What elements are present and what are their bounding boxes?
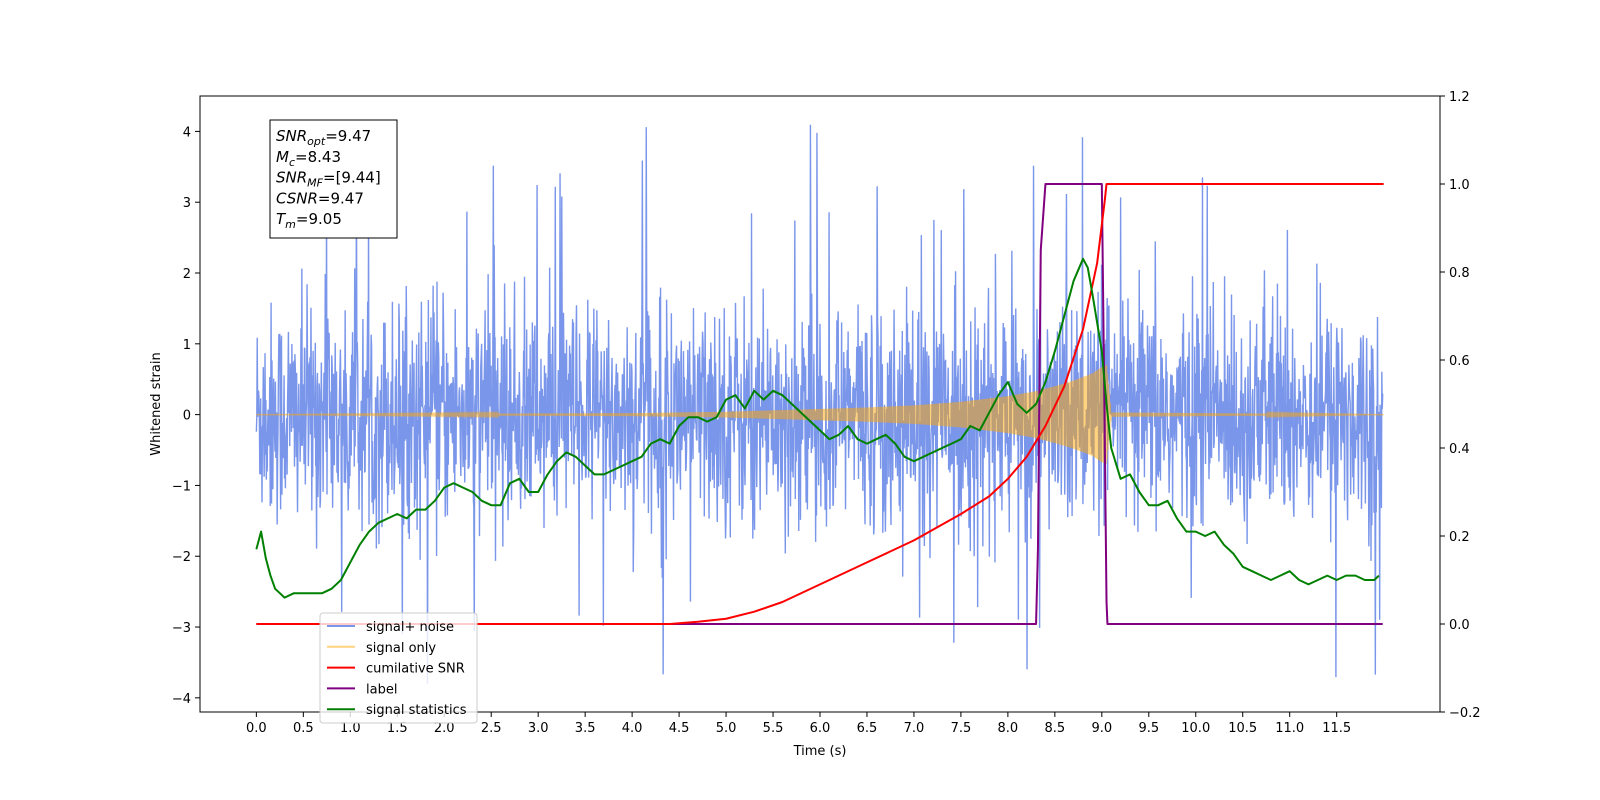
x-tick-label: 3.0 [528,721,549,736]
annotation-line: Mc=8.43 [276,148,341,169]
annotation-box-frame [269,119,398,239]
x-tick-label: 8.5 [1045,721,1066,736]
x-tick-label: 10.5 [1228,721,1257,736]
y-axis-left: −4 −3 −2 −1 0 1 2 3 4 [172,125,200,707]
annotation-line: Tm=9.05 [276,210,342,231]
y-tick-label: −2 [172,550,191,565]
x-tick-label: 7.5 [951,721,972,736]
y-right-tick-label: 1.2 [1449,90,1470,105]
y-right-tick-label: −0.2 [1449,706,1481,721]
x-tick-label: 1.0 [340,721,361,736]
y-tick-label: 4 [183,125,191,140]
y-tick-label: 1 [183,338,191,353]
legend-entry-label: signal+ noise [366,620,454,635]
series-signal-only [256,365,1384,464]
x-tick-label: 3.5 [575,721,596,736]
x-axis: 0.0 0.5 1.0 1.5 2.0 2.5 3.0 3.5 4.0 4.5 5.0 5.5 6.0 6… [246,712,1351,736]
y-right-tick-label: 0.0 [1449,618,1470,633]
y-right-tick-label: 0.6 [1449,354,1470,369]
x-tick-label: 6.5 [857,721,878,736]
series-cumulative-snr [256,183,1384,625]
x-tick-label: 11.0 [1275,721,1304,736]
legend: signal+ noise signal only cumilative SNR la… [319,612,478,724]
x-tick-label: 0.0 [246,721,267,736]
x-tick-label: 8.0 [998,721,1019,736]
x-tick-label: 11.5 [1322,721,1351,736]
x-tick-label: 4.0 [622,721,643,736]
legend-entry-label: signal statistics [366,703,467,718]
y-axis-label: Whitened strain [149,352,164,455]
series-layer [255,124,1384,684]
x-tick-label: 9.0 [1091,721,1112,736]
y-tick-label: −3 [172,621,191,636]
legend-frame [319,612,478,724]
x-tick-label: 5.0 [716,721,737,736]
series-signal-statistics [255,257,1380,599]
x-tick-label: 9.5 [1138,721,1159,736]
y-right-tick-label: 1.0 [1449,178,1470,193]
x-tick-label: 7.0 [904,721,925,736]
annotation-line: SNRMF=[9.44] [276,169,381,190]
legend-entry-label: label [366,682,397,697]
x-tick-label: 4.5 [669,721,690,736]
x-tick-label: 6.0 [810,721,831,736]
y-tick-label: 2 [183,267,191,282]
legend-entry-label: cumilative SNR [366,662,465,677]
y-right-tick-label: 0.2 [1449,530,1470,545]
x-tick-label: 2.5 [481,721,502,736]
x-tick-label: 2.0 [434,721,455,736]
annotation-line: SNRopt=9.47 [276,127,371,148]
legend-entry-label: signal only [366,641,436,656]
series-label [256,183,1383,625]
series-signal-noise [255,124,1384,684]
y-tick-label: −1 [172,479,191,494]
y-right-tick-label: 0.8 [1449,266,1470,281]
x-tick-label: 0.5 [293,721,314,736]
x-tick-label: 1.5 [387,721,408,736]
y-axis-right: −0.2 0.0 0.2 0.4 0.6 0.8 1.0 1.2 [1440,90,1481,721]
y-right-tick-label: 0.4 [1449,442,1470,457]
x-tick-label: 5.5 [763,721,784,736]
y-tick-label: −4 [172,692,191,707]
x-axis-label: Time (s) [793,744,847,759]
y-tick-label: 0 [183,409,191,424]
annotation-line: CSNR=9.47 [276,189,364,207]
x-tick-label: 10.0 [1181,721,1210,736]
y-tick-label: 3 [183,196,191,211]
